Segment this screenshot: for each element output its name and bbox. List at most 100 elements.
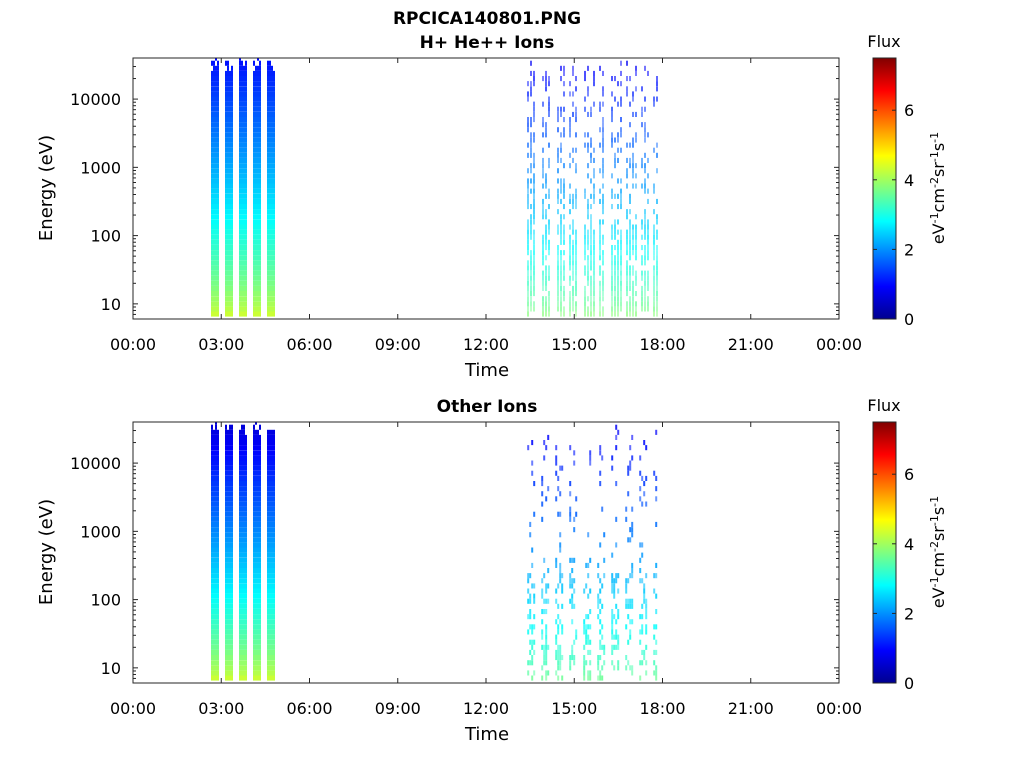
spectrogram-cell	[245, 106, 247, 112]
spectrogram-cell	[271, 562, 273, 568]
spectrogram-cell	[557, 157, 559, 163]
spectrogram-cell	[217, 81, 219, 87]
spectrogram-cell	[527, 306, 529, 312]
spectrogram-cell	[267, 665, 269, 671]
spectrogram-cell	[243, 424, 245, 430]
spectrogram-cell	[641, 111, 643, 117]
spectrogram-cell	[615, 542, 618, 548]
spectrogram-cell	[243, 106, 245, 112]
spectrogram-cell	[271, 440, 273, 446]
spectrogram-cell	[241, 168, 243, 174]
spectrogram-cell	[229, 609, 231, 615]
spectrogram-cell	[571, 644, 574, 650]
spectrogram-cell	[271, 142, 273, 148]
spectrogram-cell	[257, 291, 259, 297]
spectrogram-cell	[620, 60, 622, 66]
spectrogram-cell	[533, 193, 535, 199]
spectrogram-cell	[227, 675, 229, 681]
spectrogram-cell	[267, 481, 269, 487]
spectrogram-cell	[245, 578, 247, 584]
spectrogram-cell	[239, 65, 241, 71]
spectrogram-cell	[215, 270, 217, 276]
spectrogram-cell	[575, 204, 577, 210]
spectrogram-cell	[213, 152, 215, 158]
spectrogram-cell	[255, 285, 257, 291]
spectrogram-cell	[542, 239, 544, 245]
spectrogram-cell	[575, 291, 577, 297]
spectrogram-cell	[245, 147, 247, 153]
spectrogram-cell	[239, 101, 241, 107]
spectrogram-cell	[545, 496, 548, 502]
spectrogram-cell	[241, 178, 243, 184]
spectrogram-cell	[641, 106, 643, 112]
spectrogram-cell	[259, 311, 261, 317]
spectrogram-cell	[531, 639, 534, 645]
spectrogram-cell	[587, 260, 589, 266]
spectrogram-cell	[545, 270, 547, 276]
spectrogram-cell	[631, 434, 634, 440]
spectrogram-cell	[611, 583, 614, 589]
spectrogram-cell	[273, 224, 275, 230]
spectrogram-cell	[273, 111, 275, 117]
spectrogram-cell	[239, 122, 241, 128]
spectrogram-cell	[271, 619, 273, 625]
spectrogram-cell	[271, 593, 273, 599]
spectrogram-cell	[271, 434, 273, 440]
spectrogram-cell	[217, 70, 219, 76]
spectrogram-cell	[545, 629, 548, 635]
spectrogram-cell	[257, 163, 259, 169]
spectrogram-cell	[239, 60, 241, 66]
spectrogram-cell	[273, 270, 275, 276]
spectrogram-cell	[527, 578, 530, 584]
spectrogram-cell	[241, 634, 243, 640]
spectrogram-cell	[229, 552, 231, 558]
spectrogram-cell	[229, 603, 231, 609]
spectrogram-cell	[584, 70, 586, 76]
spectrogram-cell	[231, 434, 233, 440]
spectrogram-cell	[543, 660, 546, 666]
spectrogram-cell	[611, 91, 613, 97]
spectrogram-cell	[243, 568, 245, 574]
spectrogram-cell	[229, 214, 231, 220]
spectrogram-cell	[217, 573, 219, 579]
spectrogram-cell	[229, 301, 231, 307]
spectrogram-cell	[255, 265, 257, 271]
spectrogram-cell	[530, 250, 532, 256]
spectrogram-cell	[241, 511, 243, 517]
spectrogram-cell	[239, 609, 241, 615]
spectrogram-cell	[227, 245, 229, 251]
spectrogram-cell	[589, 455, 592, 461]
spectrogram-cell	[629, 76, 631, 82]
spectrogram-cell	[563, 296, 565, 302]
spectrogram-cell	[563, 229, 565, 235]
spectrogram-cell	[257, 245, 259, 251]
spectrogram-cell	[259, 157, 261, 163]
spectrogram-cell	[611, 173, 613, 179]
spectrogram-cell	[641, 624, 644, 630]
spectrogram-cell	[557, 486, 560, 492]
spectrogram-cell	[255, 70, 257, 76]
spectrogram-cell	[620, 265, 622, 271]
spectrogram-cell	[555, 460, 558, 466]
spectrogram-cell	[545, 639, 548, 645]
spectrogram-cell	[239, 491, 241, 497]
spectrogram-cell	[656, 250, 658, 256]
spectrogram-cell	[259, 260, 261, 266]
spectrogram-cell	[632, 311, 634, 317]
spectrogram-cell	[229, 470, 231, 476]
spectrogram-cell	[243, 557, 245, 563]
spectrogram-cell	[215, 219, 217, 225]
spectrogram-cell	[213, 506, 215, 512]
spectrogram-cell	[271, 578, 273, 584]
spectrogram-cell	[225, 137, 227, 143]
spectrogram-cell	[225, 81, 227, 87]
spectrogram-cell	[259, 127, 261, 133]
spectrogram-cell	[645, 501, 648, 507]
spectrogram-cell	[225, 470, 227, 476]
spectrogram-cell	[215, 188, 217, 194]
spectrogram-cell	[267, 163, 269, 169]
spectrogram-cell	[245, 137, 247, 143]
spectrogram-cell	[273, 516, 275, 522]
spectrogram-cell	[239, 239, 241, 245]
spectrogram-cell	[241, 234, 243, 240]
